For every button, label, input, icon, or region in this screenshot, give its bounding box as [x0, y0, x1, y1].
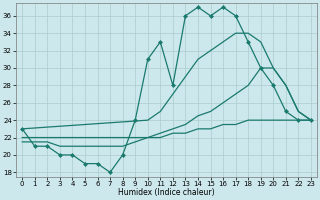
X-axis label: Humidex (Indice chaleur): Humidex (Indice chaleur): [118, 188, 215, 197]
